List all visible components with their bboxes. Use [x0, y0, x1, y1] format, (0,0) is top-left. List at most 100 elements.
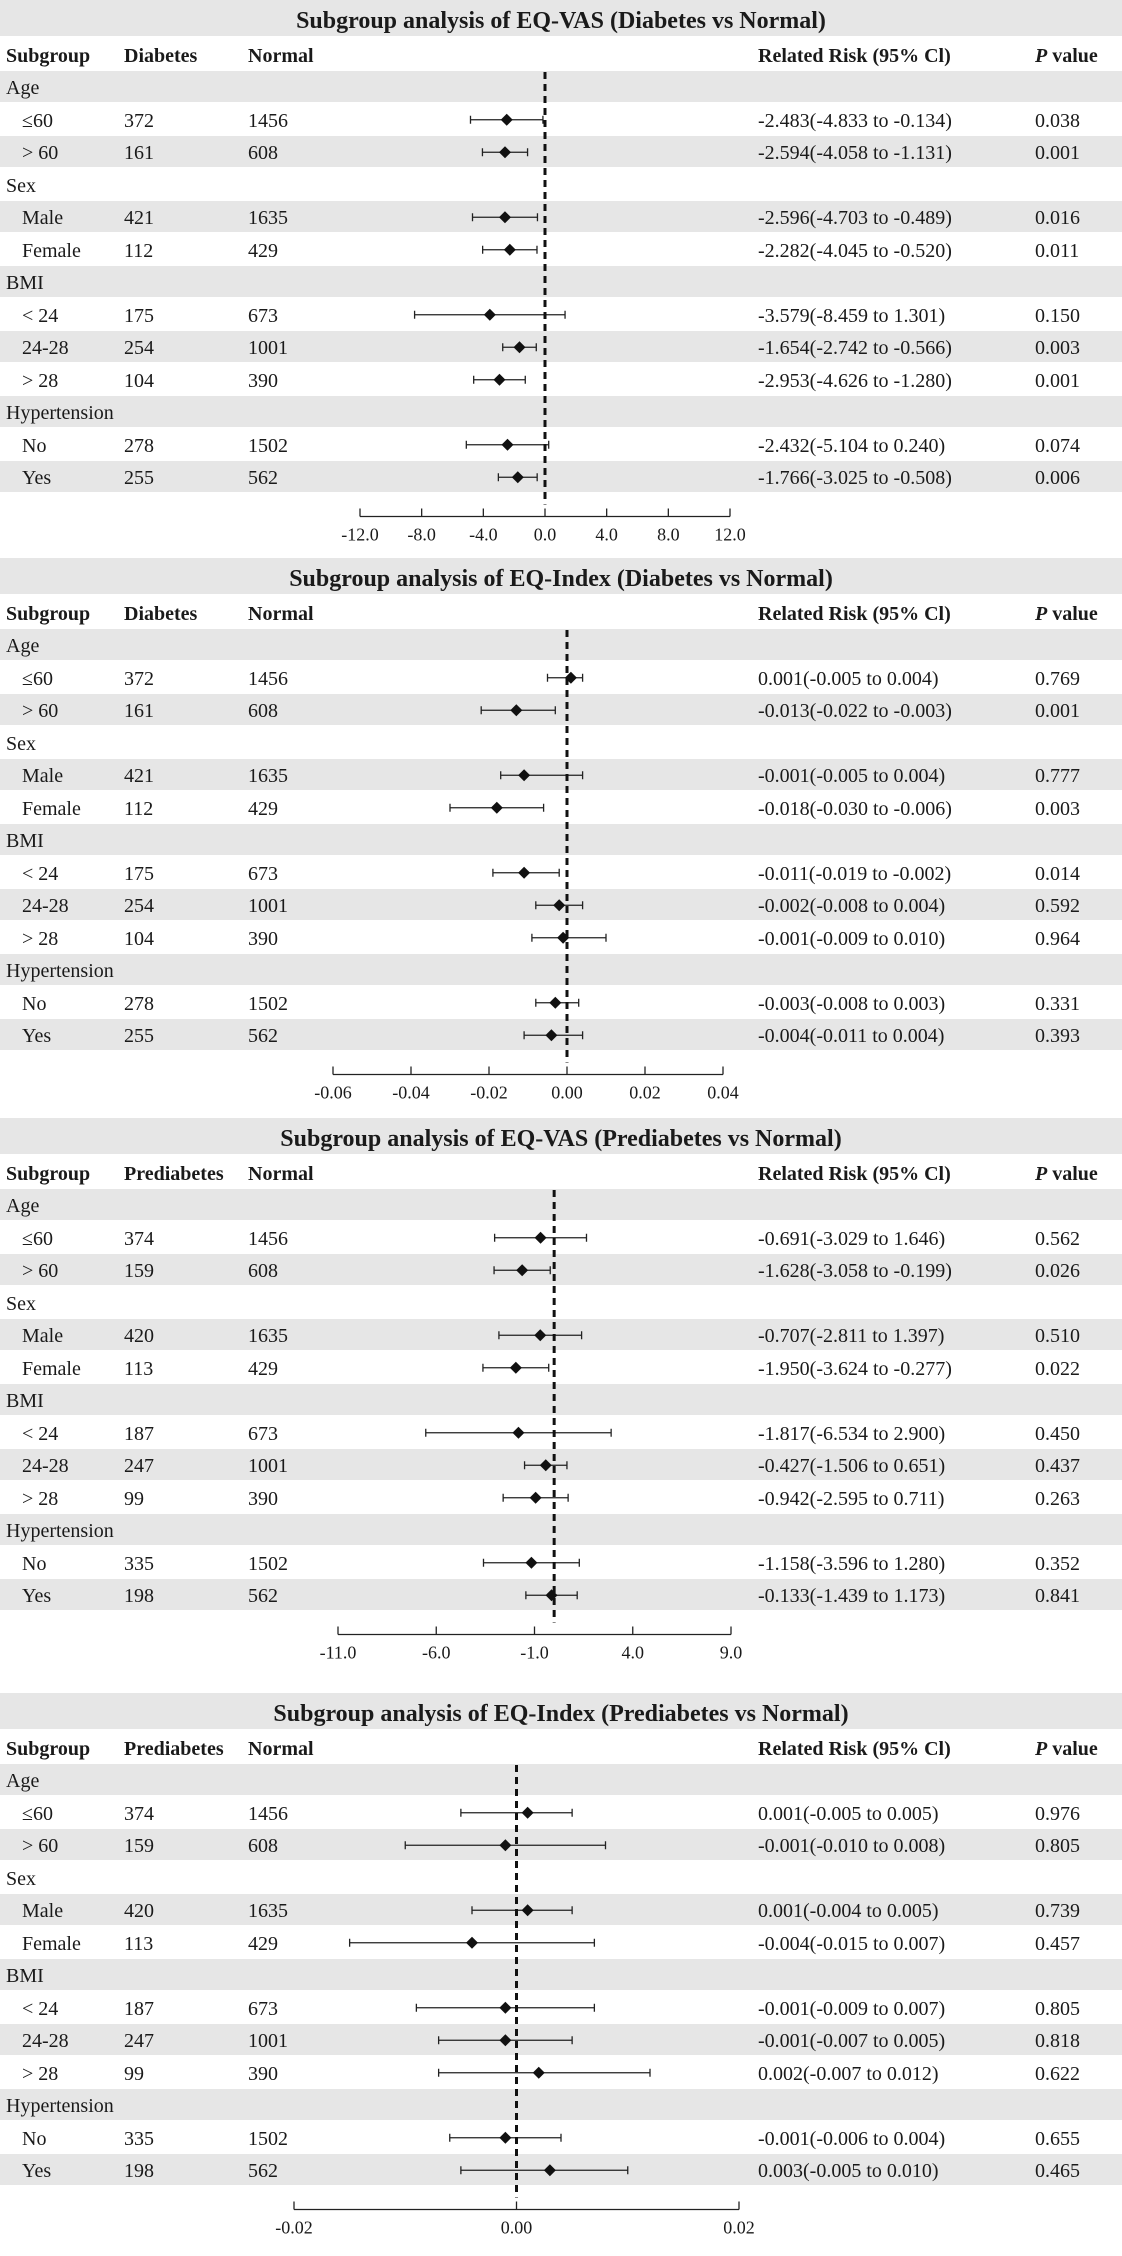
point-estimate-marker — [545, 1589, 558, 1602]
p-value: 0.739 — [1035, 1900, 1080, 1922]
normal-count: 673 — [248, 304, 278, 327]
group-count: 112 — [124, 239, 154, 262]
p-value: 0.016 — [1035, 207, 1080, 229]
header-p-letter: P — [1035, 45, 1048, 67]
header-normal: Normal — [248, 603, 314, 625]
header-group: Prediabetes — [124, 1163, 224, 1185]
normal-count: 1502 — [248, 1552, 288, 1575]
point-estimate-marker — [493, 373, 506, 386]
subgroup-label: Male — [22, 1900, 64, 1922]
header-subgroup: Subgroup — [6, 603, 91, 625]
header-normal: Normal — [248, 45, 314, 67]
x-axis-tick-label: -6.0 — [422, 1643, 451, 1663]
p-value: 0.622 — [1035, 2062, 1080, 2085]
risk-estimate-text: -0.011(-0.019 to -0.002) — [758, 862, 952, 885]
risk-estimate-text: -0.002(-0.008 to 0.004) — [758, 895, 946, 917]
panel-title: Subgroup analysis of EQ-Index (Diabetes … — [289, 566, 833, 592]
subgroup-label: < 24 — [22, 1997, 59, 2020]
point-estimate-marker — [513, 341, 526, 354]
header-p-value: P value — [1035, 46, 1098, 66]
category-label: Sex — [6, 174, 36, 197]
point-estimate-marker — [499, 2131, 512, 2144]
p-value: 0.976 — [1035, 1802, 1080, 1825]
forest-plot-svg: -0.02 0.00 0.02 — [275, 1765, 755, 2238]
risk-estimate-text: -1.817(-6.534 to 2.900) — [758, 1422, 946, 1445]
risk-estimate-text: -1.766(-3.025 to -0.508) — [758, 467, 952, 489]
x-axis-tick-label: -11.0 — [320, 1643, 357, 1663]
subgroup-label: Male — [22, 765, 64, 787]
header-risk: Related Risk (95% Cl) — [758, 45, 951, 67]
header-p-word: value — [1047, 603, 1098, 625]
forest-plot-svg: -0.06 -0.04 -0.02 0.00 0.02 0.04 — [314, 630, 739, 1103]
point-estimate-marker — [539, 1459, 552, 1472]
normal-count: 429 — [248, 797, 278, 820]
group-count: 104 — [124, 369, 154, 392]
point-estimate-marker — [512, 1426, 525, 1439]
normal-count: 673 — [248, 1997, 278, 2020]
subgroup-label: 24-28 — [22, 895, 69, 917]
x-axis-tick-label: 0.02 — [723, 2218, 755, 2238]
p-value: 0.001 — [1035, 142, 1080, 164]
normal-count: 1502 — [248, 992, 288, 1015]
header-p-letter: P — [1035, 1163, 1048, 1185]
forest-plot-svg: -12.0 -8.0 -4.0 0.0 4.0 8.0 12.0 — [341, 72, 746, 545]
header-p-value: P value — [1035, 1739, 1098, 1759]
point-estimate-marker — [503, 243, 516, 256]
subgroup-label: < 24 — [22, 1422, 59, 1445]
group-count: 99 — [124, 1487, 144, 1510]
subgroup-label: Female — [22, 239, 81, 262]
subgroup-label: Female — [22, 1932, 81, 1955]
row-band — [0, 1189, 1122, 1220]
subgroup-label: > 60 — [22, 142, 59, 164]
row-band — [0, 1254, 1122, 1285]
category-label: Sex — [6, 732, 36, 755]
normal-count: 1502 — [248, 434, 288, 457]
normal-count: 1635 — [248, 765, 288, 787]
normal-count: 390 — [248, 369, 278, 392]
subgroup-label: ≤60 — [22, 667, 53, 690]
p-value: 0.352 — [1035, 1552, 1080, 1575]
group-count: 198 — [124, 1585, 154, 1607]
normal-count: 1001 — [248, 1455, 288, 1477]
x-axis-tick-label: 4.0 — [622, 1643, 645, 1663]
point-estimate-marker — [499, 2034, 512, 2047]
row-band — [0, 136, 1122, 167]
header-normal: Normal — [248, 1163, 314, 1185]
category-label: Age — [6, 635, 40, 657]
panel-title: Subgroup analysis of EQ-VAS (Prediabetes… — [280, 1126, 842, 1152]
row-band — [0, 71, 1122, 102]
risk-estimate-text: -1.628(-3.058 to -0.199) — [758, 1260, 952, 1282]
category-label: Age — [6, 1195, 40, 1217]
risk-estimate-text: -2.282(-4.045 to -0.520) — [758, 239, 952, 262]
risk-estimate-text: 0.002(-0.007 to 0.012) — [758, 2062, 939, 2085]
risk-estimate-text: -0.001(-0.010 to 0.008) — [758, 1835, 946, 1857]
category-label: Sex — [6, 1292, 36, 1315]
point-estimate-marker — [501, 438, 514, 451]
group-count: 161 — [124, 700, 154, 722]
group-count: 104 — [124, 927, 154, 950]
p-value: 0.777 — [1035, 765, 1080, 787]
p-value: 0.263 — [1035, 1487, 1080, 1510]
p-value: 0.003 — [1035, 337, 1080, 359]
group-count: 247 — [124, 1455, 154, 1477]
forest-panel: Subgroup analysis of EQ-VAS (Prediabetes… — [0, 1118, 1122, 1681]
group-count: 112 — [124, 797, 154, 820]
p-value: 0.592 — [1035, 895, 1080, 917]
header-subgroup: Subgroup — [6, 1738, 91, 1760]
group-count: 198 — [124, 2160, 154, 2182]
risk-estimate-text: -0.001(-0.007 to 0.005) — [758, 2030, 946, 2052]
panel-title: Subgroup analysis of EQ-VAS (Diabetes vs… — [296, 8, 826, 34]
normal-count: 1635 — [248, 207, 288, 229]
panel-title-band — [0, 1118, 1122, 1154]
subgroup-label: < 24 — [22, 862, 59, 885]
category-label: Hypertension — [6, 402, 114, 424]
group-count: 372 — [124, 109, 154, 132]
p-value: 0.001 — [1035, 700, 1080, 722]
point-estimate-marker — [498, 211, 511, 224]
point-estimate-marker — [510, 704, 523, 717]
panel-title-band — [0, 1693, 1122, 1729]
normal-count: 429 — [248, 1357, 278, 1380]
subgroup-label: Yes — [22, 1025, 52, 1047]
header-risk: Related Risk (95% Cl) — [758, 603, 951, 625]
risk-estimate-text: -2.432(-5.104 to 0.240) — [758, 434, 946, 457]
